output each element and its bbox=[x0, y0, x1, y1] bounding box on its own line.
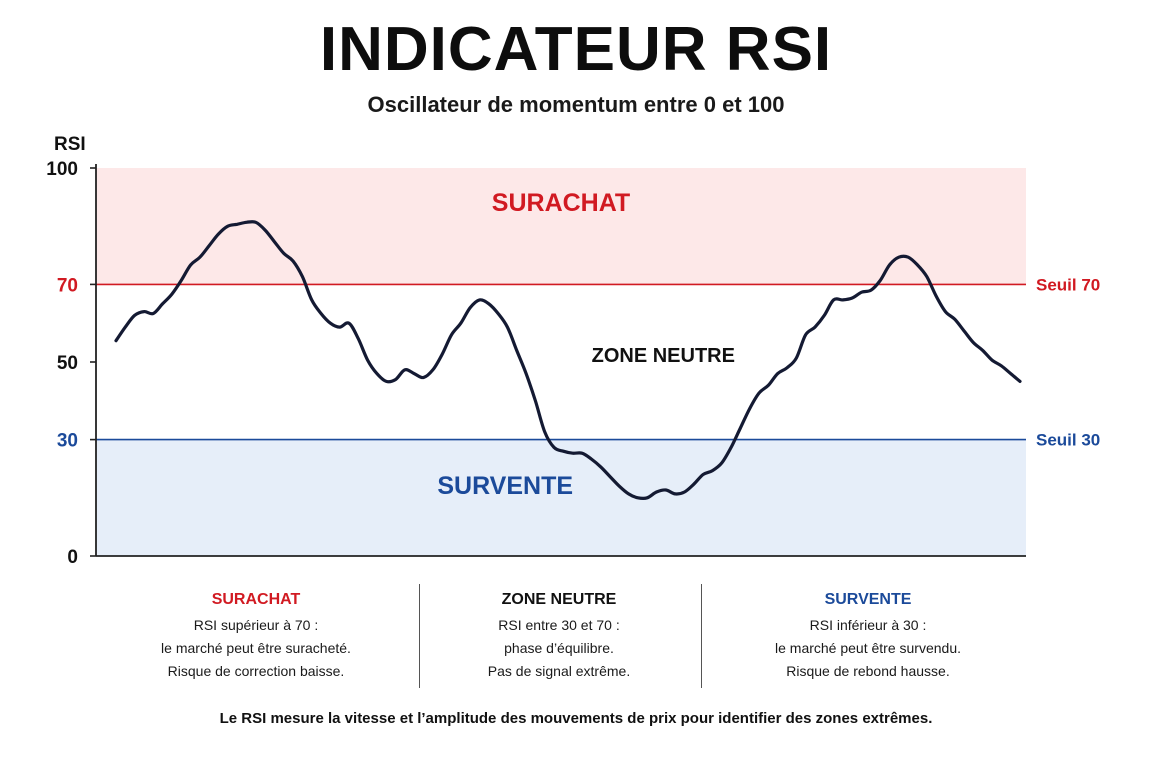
zone-label-2: SURVENTE bbox=[437, 472, 573, 500]
zone-labels: SURACHAT ZONE NEUTRE SURVENTE bbox=[437, 189, 735, 500]
y-tick-label-70: 70 bbox=[57, 275, 78, 296]
info-divider bbox=[701, 584, 702, 688]
info-overbought-line-2: le marché peut être suracheté. bbox=[161, 640, 351, 656]
threshold-label-30: Seuil 30 bbox=[1036, 431, 1100, 450]
y-axis-title: RSI bbox=[54, 134, 86, 155]
footer-note: Le RSI mesure la vitesse et l’amplitude … bbox=[219, 710, 933, 727]
rsi-line-0 bbox=[114, 220, 1022, 500]
info-overbought-line-1: RSI supérieur à 70 : bbox=[193, 617, 319, 633]
info-divider bbox=[419, 584, 420, 688]
y-tick-label-100: 100 bbox=[46, 159, 78, 180]
info-overbought: SURACHAT RSI supérieur à 70 : le marché … bbox=[96, 588, 416, 683]
info-oversold: SURVENTE RSI inférieur à 30 : le marché … bbox=[708, 588, 1028, 683]
info-neutral-heading: ZONE NEUTRE bbox=[501, 591, 617, 608]
zone-band-0 bbox=[96, 168, 1026, 285]
info-neutral-line-2: phase d’équilibre. bbox=[504, 640, 614, 656]
info-oversold-heading: SURVENTE bbox=[824, 591, 912, 608]
zone-band-2 bbox=[96, 439, 1026, 556]
page-subtitle: Oscillateur de momentum entre 0 et 100 bbox=[367, 92, 785, 117]
info-neutral-line-3: Pas de signal extrême. bbox=[487, 663, 631, 679]
info-oversold-line-2: le marché peut être survendu. bbox=[775, 640, 961, 656]
y-tick-label-30: 30 bbox=[57, 431, 78, 452]
y-tick-label-0: 0 bbox=[67, 547, 78, 568]
y-axis: RSI 100 70 50 30 0 bbox=[46, 134, 1026, 568]
info-neutral: ZONE NEUTRE RSI entre 30 et 70 : phase d… bbox=[399, 588, 719, 683]
info-overbought-line-3: Risque de correction baisse. bbox=[167, 663, 345, 679]
zone-bands bbox=[96, 168, 1026, 556]
y-tick-label-50: 50 bbox=[57, 353, 78, 374]
info-oversold-line-3: Risque de rebond hausse. bbox=[786, 663, 950, 679]
rsi-chart: Seuil 70 Seuil 30 RSI 100 70 50 30 0 SURACHAT Z… bbox=[46, 134, 1100, 568]
page-title: INDICATEUR RSI bbox=[319, 15, 833, 84]
info-oversold-line-1: RSI inférieur à 30 : bbox=[809, 617, 927, 633]
zone-label-1: ZONE NEUTRE bbox=[592, 345, 735, 367]
info-neutral-line-1: RSI entre 30 et 70 : bbox=[498, 617, 620, 633]
info-overbought-heading: SURACHAT bbox=[211, 591, 301, 608]
zone-label-0: SURACHAT bbox=[492, 189, 630, 217]
rsi-series bbox=[114, 220, 1022, 500]
threshold-lines: Seuil 70 Seuil 30 bbox=[96, 275, 1100, 450]
threshold-label-70: Seuil 70 bbox=[1036, 275, 1100, 294]
